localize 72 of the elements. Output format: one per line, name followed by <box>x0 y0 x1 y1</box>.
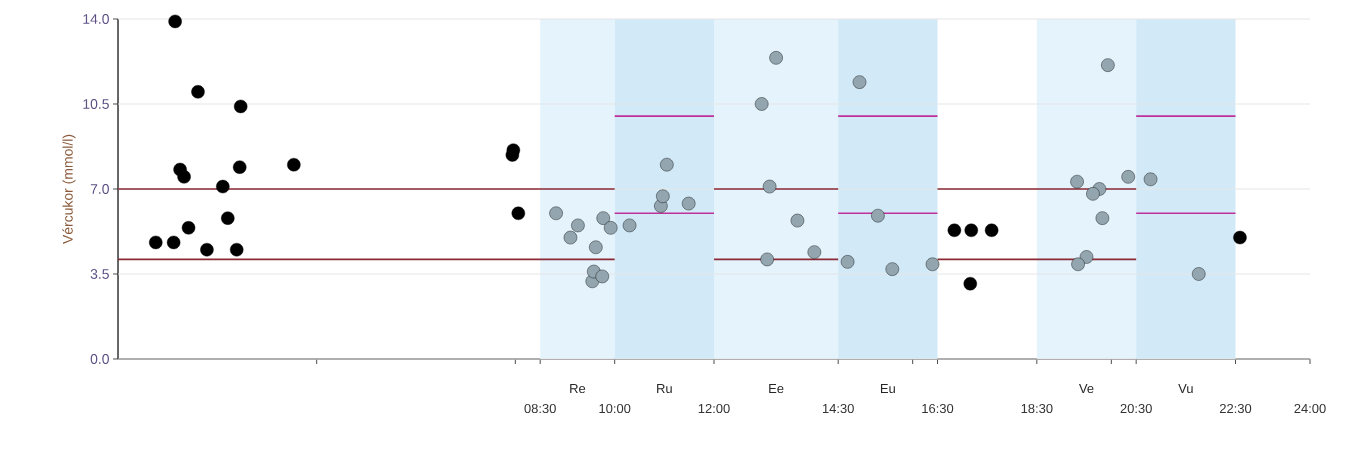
band-label: Ee <box>769 384 784 394</box>
point <box>287 158 301 172</box>
band-label: Ru <box>657 384 672 394</box>
point <box>871 209 885 223</box>
point <box>769 51 783 65</box>
point <box>622 218 637 233</box>
point <box>1070 175 1084 189</box>
point <box>216 179 230 194</box>
point <box>790 213 805 228</box>
point <box>589 240 603 254</box>
point <box>511 206 526 220</box>
point <box>181 221 196 235</box>
point <box>230 243 244 257</box>
point <box>571 218 585 233</box>
x-tick-label: 22:30 <box>1219 403 1252 414</box>
point <box>166 235 181 250</box>
point <box>681 196 696 211</box>
point <box>1192 267 1206 281</box>
point <box>885 262 900 276</box>
y-tick-label: 0.0 <box>90 354 109 364</box>
x-tick-label: 16:30 <box>922 403 954 414</box>
point <box>1101 58 1115 72</box>
point <box>964 223 978 237</box>
point <box>840 255 855 269</box>
point <box>595 269 609 284</box>
point <box>1079 250 1094 264</box>
band-label: Vu <box>1178 384 1193 394</box>
point <box>1071 257 1085 271</box>
point <box>549 206 563 220</box>
y-tick-label: 3.5 <box>90 269 109 279</box>
y-tick-label: 14.0 <box>83 14 109 24</box>
point <box>200 243 214 257</box>
point <box>852 75 867 89</box>
point <box>191 85 205 99</box>
point <box>221 211 235 225</box>
band-label: Ve <box>1079 384 1094 394</box>
x-tick-label: 08:30 <box>524 403 556 414</box>
point <box>604 221 618 235</box>
point <box>233 160 247 174</box>
point <box>760 252 774 267</box>
point <box>596 211 610 225</box>
point <box>947 223 962 237</box>
x-tick-label: 20:30 <box>1120 403 1152 414</box>
band-label: Re <box>570 384 586 394</box>
point <box>1143 172 1158 186</box>
y-tick-label: 7.0 <box>90 184 109 194</box>
point <box>506 143 521 157</box>
point <box>1095 211 1110 225</box>
band-label: Eu <box>880 384 895 394</box>
point <box>807 245 822 259</box>
x-tick-label: 24:00 <box>1294 403 1326 414</box>
point <box>233 99 248 114</box>
y-tick-label: 10.5 <box>83 99 109 109</box>
point <box>149 235 163 250</box>
point <box>1121 170 1135 184</box>
point <box>754 97 769 111</box>
x-tick-label: 12:00 <box>698 403 730 414</box>
point <box>963 277 977 291</box>
x-tick-label: 14:30 <box>822 403 854 414</box>
point <box>656 189 670 203</box>
point <box>177 170 191 184</box>
point <box>563 230 578 245</box>
point <box>1086 187 1100 201</box>
x-tick-label: 18:30 <box>1021 403 1053 414</box>
point <box>925 257 940 271</box>
y-axis-title: Vércukor (mmol/l) <box>62 134 76 244</box>
point <box>660 158 674 172</box>
point <box>984 223 999 237</box>
point <box>762 179 777 194</box>
x-tick-label: 10:00 <box>599 403 631 414</box>
point <box>168 14 182 29</box>
point <box>1233 230 1247 245</box>
